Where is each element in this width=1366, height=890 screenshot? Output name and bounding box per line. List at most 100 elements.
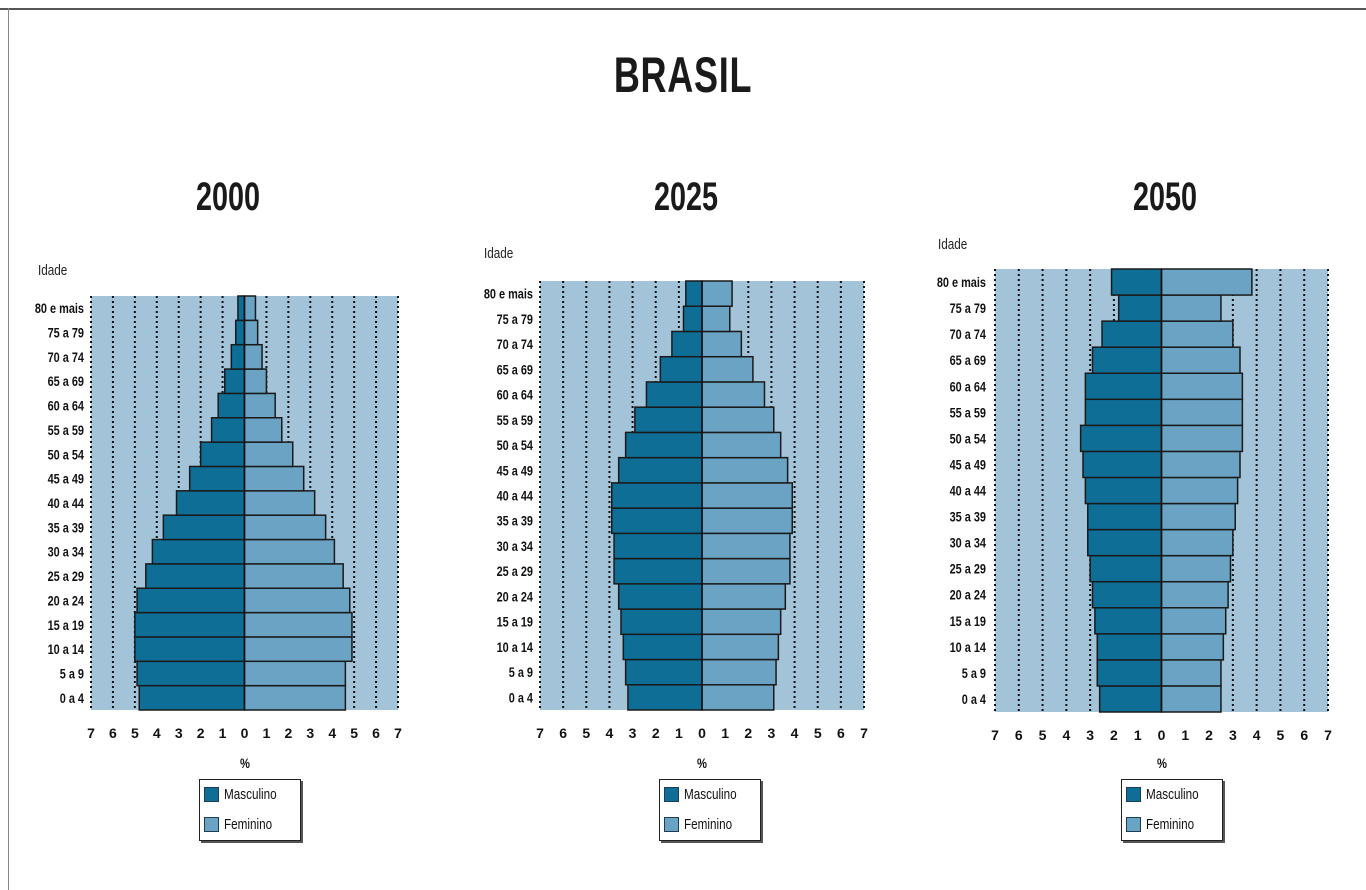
bar-feminino	[243, 563, 344, 589]
x-tick-label: 6	[837, 725, 845, 741]
bar-feminino	[243, 343, 263, 370]
age-group-label: 25 a 29	[497, 564, 533, 580]
legend: Masculino Feminino	[659, 779, 761, 841]
age-group-label: 35 a 39	[950, 509, 986, 525]
bar-masculino	[1079, 424, 1163, 453]
x-tick-label: 4	[328, 725, 336, 741]
bar-masculino	[682, 305, 703, 333]
y-axis-label: Idade	[484, 245, 514, 262]
bar-feminino	[701, 583, 787, 610]
age-group-label: 0 a 4	[962, 692, 986, 708]
x-tick-label: 7	[536, 725, 544, 741]
bar-masculino	[175, 490, 246, 516]
bar-masculino	[1087, 502, 1163, 531]
bar-feminino	[1160, 346, 1241, 374]
x-tick-label: 5	[350, 725, 358, 741]
x-tick-label: 4	[606, 725, 614, 741]
legend-label-feminino: Feminino	[684, 815, 733, 833]
bar-masculino	[134, 611, 246, 638]
x-tick-label: 7	[860, 725, 868, 741]
legend: Masculino Feminino	[1121, 779, 1223, 841]
legend-swatch-feminino	[204, 816, 219, 832]
bar-masculino	[188, 465, 246, 492]
bar-feminino	[243, 514, 327, 541]
legend-item-feminino: Feminino	[1126, 815, 1208, 833]
age-group-label: 60 a 64	[497, 387, 533, 403]
age-group-label: 10 a 14	[497, 640, 533, 656]
bar-masculino	[622, 633, 703, 661]
bar-masculino	[224, 368, 246, 395]
x-tick-label: 3	[175, 725, 183, 741]
x-tick-label: 6	[1300, 727, 1308, 743]
age-group-label: 75 a 79	[497, 312, 533, 328]
x-tick-label: 5	[582, 725, 590, 741]
bar-feminino	[701, 280, 733, 307]
x-tick-label: 4	[791, 725, 799, 741]
x-tick-label: 3	[629, 725, 637, 741]
bar-feminino	[701, 684, 775, 711]
bar-masculino	[134, 636, 246, 663]
legend-label-feminino: Feminino	[224, 815, 273, 833]
bar-masculino	[1091, 580, 1163, 609]
bar-feminino	[1160, 268, 1253, 296]
bar-masculino	[1089, 554, 1163, 583]
age-group-label: 25 a 29	[950, 561, 986, 577]
bar-feminino	[1160, 502, 1236, 531]
bar-masculino	[1082, 450, 1163, 479]
bar-masculino	[1084, 398, 1163, 427]
bar-masculino	[1091, 346, 1163, 374]
bar-feminino	[1160, 450, 1241, 479]
age-group-label: 15 a 19	[497, 614, 533, 630]
x-tick-label: 3	[1086, 727, 1094, 743]
age-group-label: 50 a 54	[497, 438, 533, 454]
bar-masculino	[617, 456, 703, 484]
age-group-label: 65 a 69	[950, 353, 986, 369]
bar-feminino	[243, 368, 268, 395]
age-group-label: 20 a 24	[497, 589, 533, 605]
x-tick-label: 5	[1277, 727, 1285, 743]
bar-feminino	[1160, 398, 1244, 427]
bar-feminino	[701, 456, 789, 484]
plot-background	[540, 281, 864, 710]
bar-masculino	[610, 482, 703, 509]
bar-masculino	[136, 660, 246, 687]
page-left-border	[8, 8, 9, 890]
x-tick-label: 6	[372, 725, 380, 741]
bar-masculino	[685, 280, 703, 307]
age-group-label: 40 a 44	[950, 483, 986, 499]
bar-feminino	[1160, 685, 1222, 713]
age-group-label: 35 a 39	[48, 520, 84, 536]
x-tick-label: 0	[241, 725, 249, 741]
age-group-label: 50 a 54	[48, 447, 84, 463]
y-axis-label: Idade	[38, 262, 68, 279]
bar-feminino	[243, 465, 305, 492]
age-group-label: 70 a 74	[497, 337, 533, 353]
legend-item-feminino: Feminino	[664, 815, 746, 833]
bar-feminino	[243, 490, 316, 516]
x-tick-label: 3	[768, 725, 776, 741]
bar-masculino	[634, 406, 703, 434]
bar-masculino	[613, 557, 703, 585]
age-group-label: 10 a 14	[48, 642, 84, 658]
bar-masculino	[624, 431, 703, 459]
bar-feminino	[243, 319, 259, 346]
legend-swatch-masculino	[664, 786, 679, 802]
x-tick-label: 7	[991, 727, 999, 743]
legend-item-masculino: Masculino	[664, 785, 752, 803]
bar-masculino	[613, 532, 703, 560]
age-group-label: 40 a 44	[48, 496, 84, 512]
bar-feminino	[701, 305, 731, 333]
age-group-label: 20 a 24	[48, 593, 84, 609]
x-tick-label: 7	[1324, 727, 1332, 743]
x-tick-label: 2	[1110, 727, 1118, 743]
age-group-label: 80 e mais	[484, 286, 533, 302]
bar-masculino	[620, 608, 703, 636]
age-group-label: 50 a 54	[950, 431, 986, 447]
age-group-label: 75 a 79	[950, 301, 986, 317]
x-tick-label: 0	[698, 725, 706, 741]
bar-feminino	[701, 633, 780, 661]
bar-feminino	[701, 381, 766, 408]
bar-feminino	[1160, 528, 1234, 557]
x-tick-label: 5	[1039, 727, 1047, 743]
bar-feminino	[243, 538, 336, 565]
